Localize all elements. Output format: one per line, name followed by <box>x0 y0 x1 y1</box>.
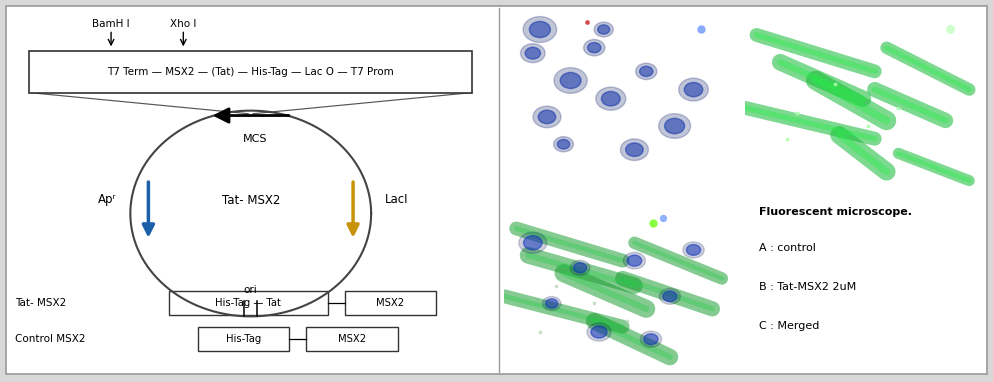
Point <box>586 300 602 306</box>
Point <box>548 283 564 289</box>
Circle shape <box>664 118 684 134</box>
Circle shape <box>640 331 661 347</box>
Circle shape <box>570 260 590 275</box>
Text: BamH I: BamH I <box>92 19 130 29</box>
Point <box>826 81 842 87</box>
Circle shape <box>594 22 614 37</box>
Text: C: C <box>514 195 523 208</box>
Circle shape <box>627 255 641 266</box>
Circle shape <box>663 291 677 302</box>
Circle shape <box>636 63 657 79</box>
Circle shape <box>529 21 550 37</box>
Text: Tat- MSX2: Tat- MSX2 <box>221 194 280 207</box>
Circle shape <box>686 244 701 255</box>
Point <box>891 105 907 111</box>
Point <box>532 329 548 335</box>
Point <box>654 215 670 221</box>
Circle shape <box>598 25 610 34</box>
Circle shape <box>659 288 680 304</box>
Circle shape <box>523 16 557 42</box>
Point <box>645 220 661 226</box>
Circle shape <box>523 236 542 250</box>
Circle shape <box>643 334 658 345</box>
Text: His-Tag — Tat: His-Tag — Tat <box>215 298 281 308</box>
Text: T7 Term — MSX2 — (Tat) — His-Tag — Lac O — T7 Prom: T7 Term — MSX2 — (Tat) — His-Tag — Lac O… <box>107 67 394 77</box>
Point <box>693 26 709 32</box>
Circle shape <box>533 106 561 128</box>
Circle shape <box>626 143 643 157</box>
Text: B : Tat-MSX2 2uM: B : Tat-MSX2 2uM <box>759 282 856 292</box>
Circle shape <box>520 44 545 63</box>
Point <box>780 136 795 142</box>
Text: Control MSX2: Control MSX2 <box>15 334 85 344</box>
Circle shape <box>538 110 556 124</box>
Text: Tat- MSX2: Tat- MSX2 <box>15 298 66 308</box>
Circle shape <box>596 87 626 110</box>
Text: A: A <box>514 10 523 23</box>
Text: ori: ori <box>244 285 257 295</box>
Text: Apʳ: Apʳ <box>98 193 117 206</box>
Point <box>788 110 804 117</box>
Text: MSX2: MSX2 <box>376 298 404 308</box>
Point <box>579 19 595 25</box>
Circle shape <box>557 139 570 149</box>
Point <box>620 318 636 324</box>
Circle shape <box>587 323 611 341</box>
Circle shape <box>554 68 587 93</box>
Point <box>860 123 876 129</box>
Point <box>942 26 958 32</box>
Bar <box>29 51 473 92</box>
Bar <box>306 327 397 351</box>
Text: Xho I: Xho I <box>170 19 197 29</box>
Text: MCS: MCS <box>243 134 268 144</box>
Circle shape <box>602 91 621 106</box>
Circle shape <box>525 47 540 59</box>
Text: LacI: LacI <box>384 193 408 206</box>
Text: B: B <box>755 10 764 23</box>
Circle shape <box>573 263 587 273</box>
Circle shape <box>588 42 601 53</box>
Circle shape <box>591 326 607 338</box>
Bar <box>169 291 328 315</box>
Circle shape <box>684 83 703 97</box>
Text: C : Merged: C : Merged <box>759 321 819 331</box>
Circle shape <box>584 39 605 56</box>
Circle shape <box>624 252 645 269</box>
Text: His-Tag: His-Tag <box>225 334 261 344</box>
Circle shape <box>621 139 648 160</box>
Text: Fluorescent microscope.: Fluorescent microscope. <box>759 207 912 217</box>
Circle shape <box>545 299 558 308</box>
Circle shape <box>639 66 652 76</box>
Circle shape <box>678 78 708 101</box>
Bar <box>198 327 289 351</box>
Circle shape <box>658 114 690 138</box>
Circle shape <box>560 73 581 89</box>
Circle shape <box>542 296 561 311</box>
Text: A : control: A : control <box>759 243 816 253</box>
Text: MSX2: MSX2 <box>338 334 366 344</box>
Bar <box>345 291 436 315</box>
Circle shape <box>518 232 547 253</box>
Circle shape <box>554 137 573 152</box>
Circle shape <box>683 242 704 258</box>
